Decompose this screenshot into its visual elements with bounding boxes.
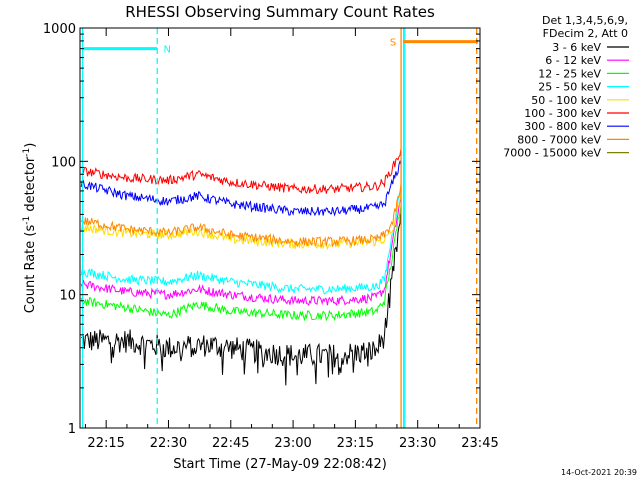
series-line-6 (80, 159, 402, 217)
x-axis: 22:15 22:30 22:45 23:00 23:15 23:30 23:45 (84, 28, 499, 451)
x-tick-label-2: 22:45 (212, 436, 249, 451)
y-tick-label-2: 100 (51, 155, 76, 170)
plot-area: NS (80, 28, 478, 428)
legend-label-2: 12 - 25 keV (538, 67, 601, 80)
series-line-2 (80, 205, 402, 322)
series-line-1 (80, 191, 402, 307)
y-tick-label-3: 1000 (43, 22, 76, 37)
x-tick-label-4: 23:15 (337, 436, 374, 451)
x-tick-label-3: 23:00 (274, 436, 311, 451)
legend-label-6: 300 - 800 keV (524, 120, 601, 133)
legend-header-1: Det 1,3,4,5,6,9, (542, 14, 628, 27)
flag-label-1: S (390, 38, 396, 49)
y-axis-label-sup2: -1 (22, 148, 32, 157)
plot-frame (79, 27, 481, 429)
series-line-3 (80, 187, 402, 295)
flag-label-0: N (164, 45, 171, 56)
legend: Det 1,3,4,5,6,9, FDecim 2, Att 0 3 - 6 k… (503, 14, 629, 160)
x-tick-label-6: 23:45 (461, 436, 498, 451)
series-line-4 (80, 191, 402, 251)
legend-label-1: 6 - 12 keV (545, 54, 601, 67)
legend-label-4: 50 - 100 keV (531, 94, 601, 107)
x-tick-label-1: 22:30 (150, 436, 187, 451)
x-tick-label-5: 23:30 (399, 436, 436, 451)
legend-label-5: 100 - 300 keV (524, 107, 601, 120)
series-line-0 (80, 204, 402, 386)
timestamp: 14-Oct-2021 20:39 (561, 468, 637, 477)
series-line-7 (80, 182, 402, 248)
y-tick-label-0: 1 (68, 422, 76, 437)
y-axis: 1 10 100 1000 (43, 22, 480, 437)
x-tick-label-0: 22:15 (87, 436, 124, 451)
y-axis-label-mid: detector (23, 156, 38, 216)
legend-label-8: 7000 - 15000 keV (503, 147, 601, 160)
legend-header-2: FDecim 2, Att 0 (543, 27, 628, 40)
y-tick-label-1: 10 (59, 289, 76, 304)
series-line-5 (80, 147, 402, 195)
chart-title: RHESSI Observing Summary Count Rates (125, 3, 435, 21)
legend-label-3: 25 - 50 keV (538, 81, 601, 94)
y-axis-label-sup1: -1 (22, 216, 32, 225)
y-axis-label-main: Count Rate (s (23, 225, 38, 314)
y-axis-label-end: ) (23, 143, 38, 148)
x-axis-label: Start Time (27-May-09 22:08:42) (173, 457, 387, 472)
legend-label-7: 800 - 7000 keV (517, 133, 601, 146)
legend-label-0: 3 - 6 keV (552, 41, 601, 54)
y-axis-label: Count Rate (s-1 detector-1) (22, 143, 38, 314)
